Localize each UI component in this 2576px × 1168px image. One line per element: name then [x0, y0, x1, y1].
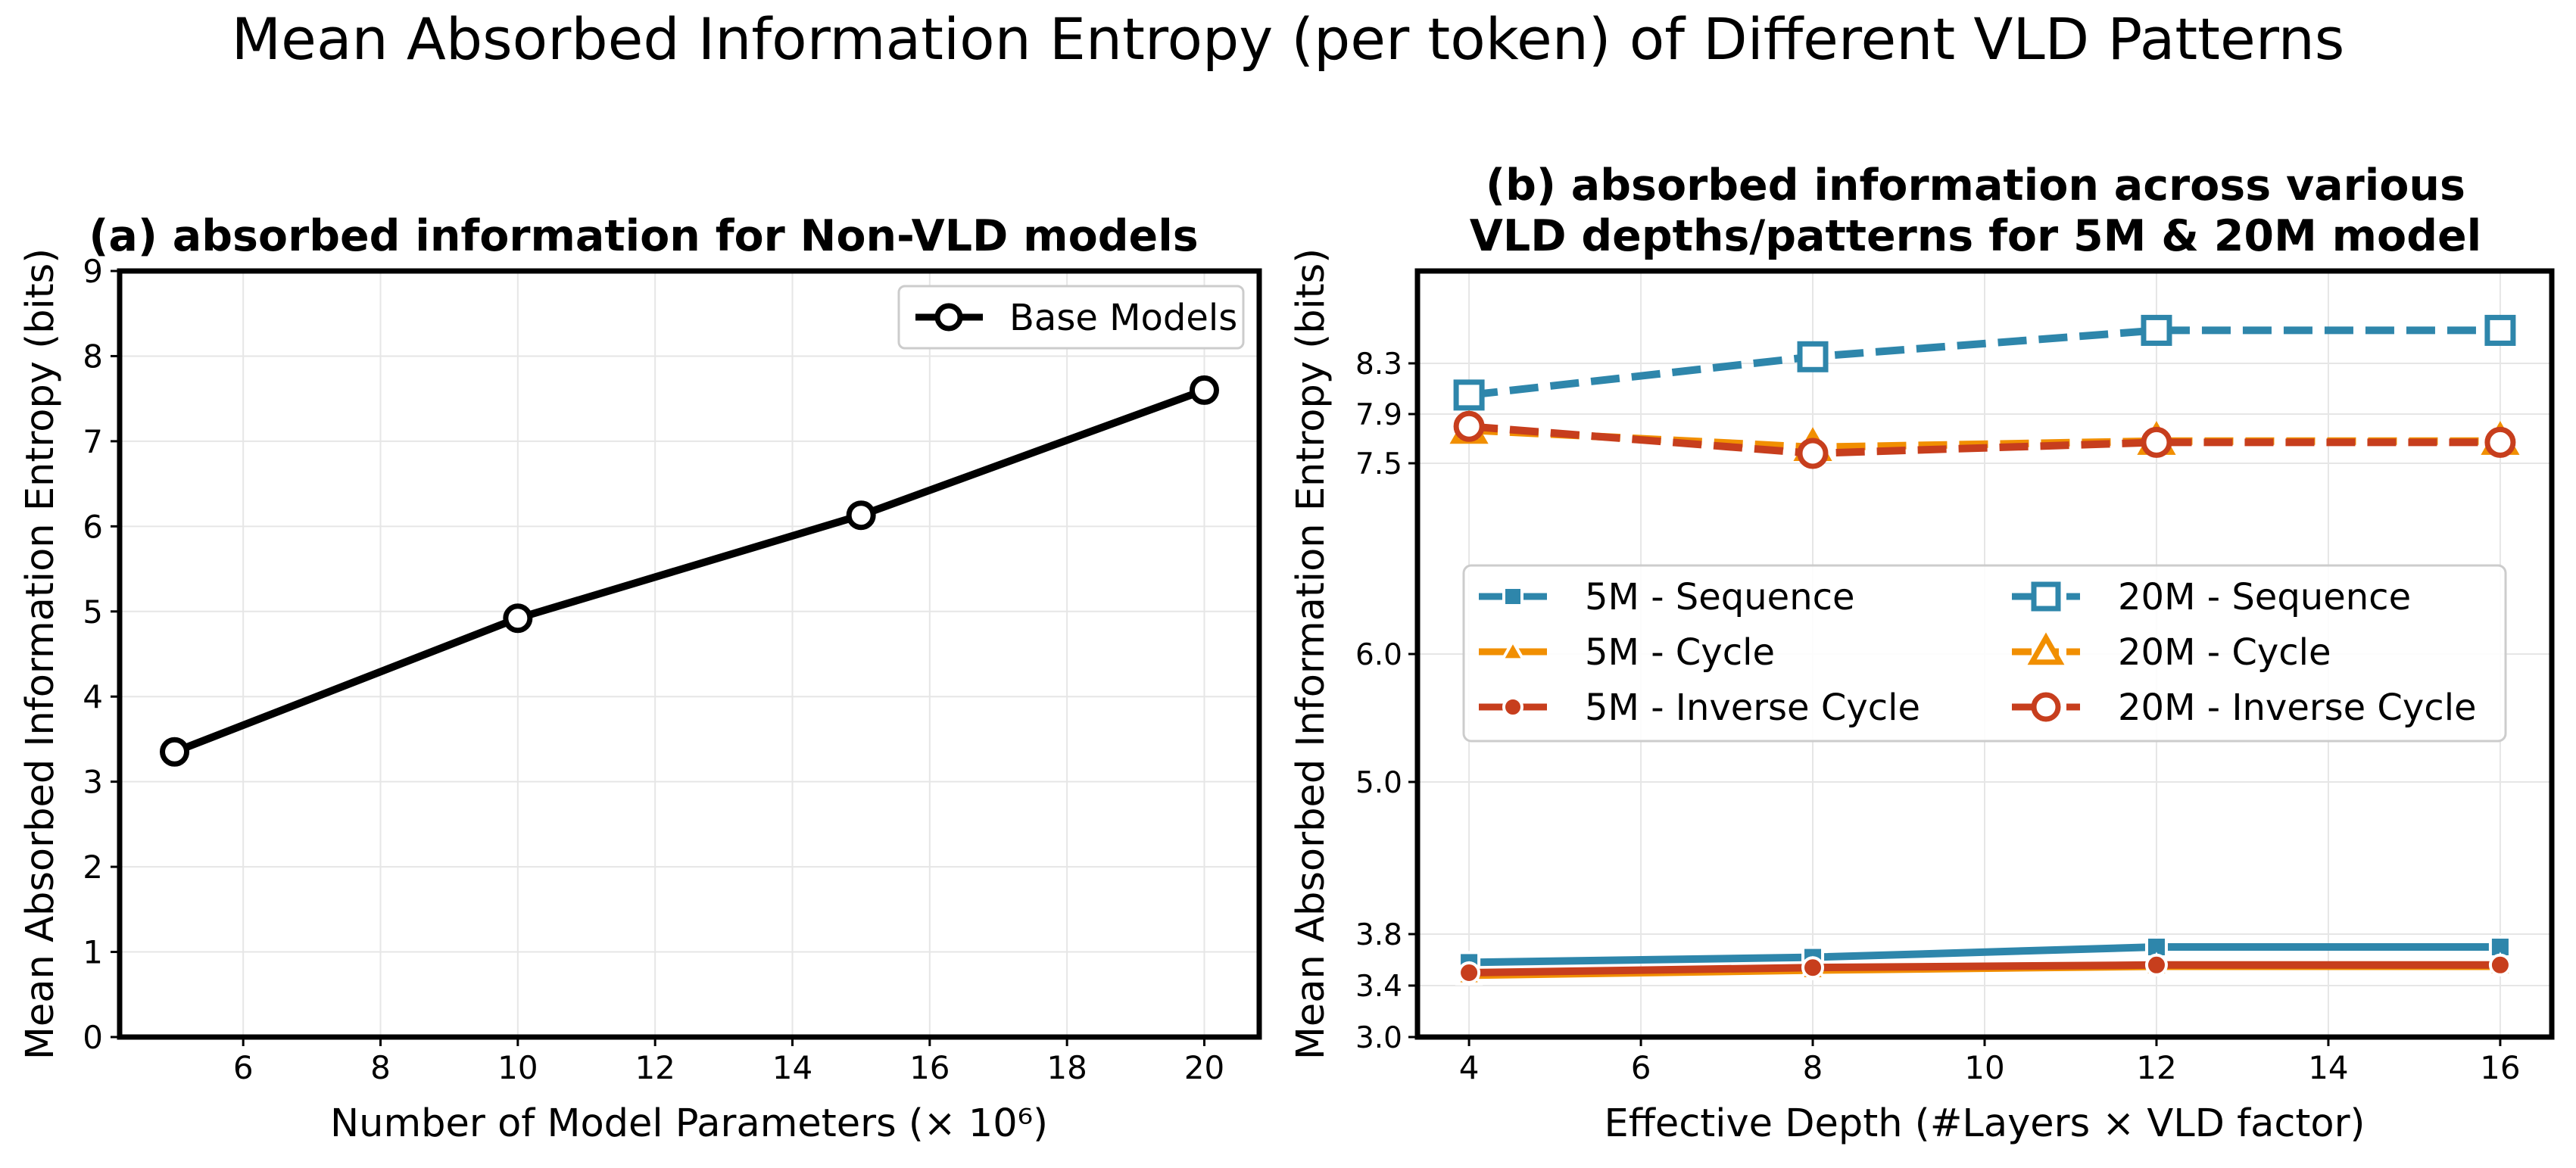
data-point-5m-inverse-cycle: [2144, 953, 2168, 976]
panel-a-ytick-label: 2: [83, 849, 103, 886]
panel-b-xtick-label: 6: [1631, 1049, 1651, 1086]
data-point-base-models: [503, 603, 533, 634]
panel-a-xtick-label: 14: [772, 1049, 812, 1086]
legend-marker-20m-inverse-cycle: [2031, 692, 2061, 722]
panel-a-xtick-label: 16: [909, 1049, 950, 1086]
panel-a-legend: Base Models: [897, 285, 1245, 350]
panel-b-title-line-2: VLD depths/patterns for 5M & 20M model: [1470, 211, 2481, 261]
legend-label-base-models: Base Models: [1009, 297, 1237, 339]
panel-b-xlabel: Effective Depth (#Layers × VLD factor): [1605, 1101, 2365, 1146]
panel-a-ytick-label: 8: [83, 338, 103, 375]
data-point-20m-sequence: [1453, 379, 1485, 411]
panel-b-xtick-label: 10: [1964, 1049, 2004, 1086]
figure-suptitle: Mean Absorbed Information Entropy (per t…: [232, 5, 2345, 73]
panel-b-ytick-label: 3.0: [1355, 1021, 1402, 1055]
panel-b-ytick-label: 8.3: [1355, 347, 1402, 382]
panel-a-ytick-label: 1: [83, 934, 103, 971]
panel-a-ytick-label: 4: [83, 678, 103, 715]
legend-label-5m-cycle: 5M - Cycle: [1585, 631, 1775, 674]
legend-marker-base-models: [934, 303, 963, 332]
legend-label-20m-cycle: 20M - Cycle: [2118, 631, 2331, 674]
panel-a-ytick-label: 0: [83, 1019, 103, 1056]
series-line-5m-sequence: [1469, 943, 2500, 967]
data-point-base-models: [160, 737, 190, 767]
data-point-20m-inverse-cycle: [2141, 426, 2172, 458]
panel-b-xtick-label: 4: [1459, 1049, 1480, 1086]
panel-b-title: (b) absorbed information across various: [1486, 160, 2465, 210]
panel-b-ytick-label: 5.0: [1355, 766, 1402, 800]
series-line-base-models: [173, 386, 1206, 755]
panel-b-legend-box: [1462, 564, 2507, 743]
data-point-20m-sequence: [1797, 341, 1829, 372]
panel-b-xtick-label: 8: [1803, 1049, 1823, 1086]
panel-a-xlabel: Number of Model Parameters (× 10⁶): [330, 1101, 1048, 1146]
series-line-20m-inverse-cycle: [1468, 422, 2500, 457]
panel-a-ytick-label: 7: [83, 423, 103, 460]
panel-a-ylabel: Mean Absorbed Information Entropy (bits): [18, 248, 63, 1060]
panel-b-ytick-label: 7.5: [1355, 447, 1402, 481]
panel-a-ytick-label: 5: [83, 593, 103, 631]
legend-marker-5m-cycle: [1499, 638, 1527, 662]
panel-b-frame: [1414, 268, 2555, 1040]
panel-b-xtick-label: 14: [2308, 1049, 2348, 1086]
legend-label-20m-sequence: 20M - Sequence: [2118, 576, 2411, 618]
panel-a-xtick-label: 8: [370, 1049, 391, 1086]
data-point-20m-sequence: [2141, 314, 2172, 346]
panel-a-frame: [117, 268, 1262, 1040]
panel-a-xtick-label: 12: [635, 1049, 675, 1086]
panel-b-xtick-label: 12: [2136, 1049, 2176, 1086]
panel-b: (b) absorbed information across various …: [1289, 160, 2555, 1146]
panel-b-ytick-label: 3.8: [1355, 918, 1402, 952]
panel-a-xtick-label: 10: [497, 1049, 538, 1086]
panel-a: (a) absorbed information for Non-VLD mod…: [18, 211, 1262, 1146]
panel-a-series: [160, 375, 1219, 767]
legend-marker-5m-inverse-cycle: [1502, 696, 1523, 718]
legend-label-5m-inverse-cycle: 5M - Inverse Cycle: [1585, 687, 1920, 729]
data-point-20m-inverse-cycle: [2484, 426, 2516, 458]
panel-b-ticks: 4 6 8 10 12 14 16 3.0 3.4 3.8 5.0 6.0 7.5 7.9 8.3: [1355, 347, 2521, 1086]
panel-b-ytick-label: 3.4: [1355, 970, 1402, 1004]
data-point-5m-inverse-cycle: [2488, 953, 2512, 976]
legend-label-5m-sequence: 5M - Sequence: [1585, 576, 1855, 618]
panel-b-ylabel: Mean Absorbed Information Entropy (bits): [1289, 248, 1333, 1060]
data-point-base-models: [1189, 375, 1219, 405]
panel-b-legend: 5M - Sequence 20M - Sequence 5M - Cycle 20M…: [1462, 564, 2507, 743]
panel-a-legend-box: [897, 285, 1245, 350]
panel-b-series: [1449, 314, 2520, 986]
data-point-20m-inverse-cycle: [1797, 438, 1829, 469]
legend-marker-20m-cycle: [2027, 632, 2065, 665]
panel-a-ytick-label: 3: [83, 764, 103, 801]
panel-a-ytick-label: 9: [83, 253, 103, 290]
panel-b-ytick-label: 7.9: [1355, 398, 1402, 432]
panel-a-grid: [120, 270, 1259, 1038]
data-point-20m-sequence: [2484, 314, 2516, 346]
data-point-base-models: [846, 500, 876, 531]
data-point-5m-inverse-cycle: [1458, 961, 1481, 984]
panel-a-xtick-label: 6: [233, 1049, 254, 1086]
legend-marker-5m-sequence: [1502, 586, 1523, 607]
data-point-5m-inverse-cycle: [1801, 956, 1825, 980]
panel-a-xtick-label: 18: [1046, 1049, 1087, 1086]
panel-a-ytick-label: 6: [83, 508, 103, 545]
panel-a-xtick-label: 20: [1184, 1049, 1224, 1086]
panel-a-title: (a) absorbed information for Non-VLD mod…: [89, 211, 1198, 261]
data-point-20m-inverse-cycle: [1453, 410, 1485, 442]
series-line-5m-inverse-cycle: [1469, 961, 2500, 976]
panel-b-xtick-label: 16: [2480, 1049, 2520, 1086]
series-line-20m-sequence: [1468, 326, 2500, 399]
legend-label-20m-inverse-cycle: 20M - Inverse Cycle: [2118, 687, 2477, 729]
legend-marker-20m-sequence: [2031, 581, 2061, 612]
panel-b-ytick-label: 6.0: [1355, 638, 1402, 672]
